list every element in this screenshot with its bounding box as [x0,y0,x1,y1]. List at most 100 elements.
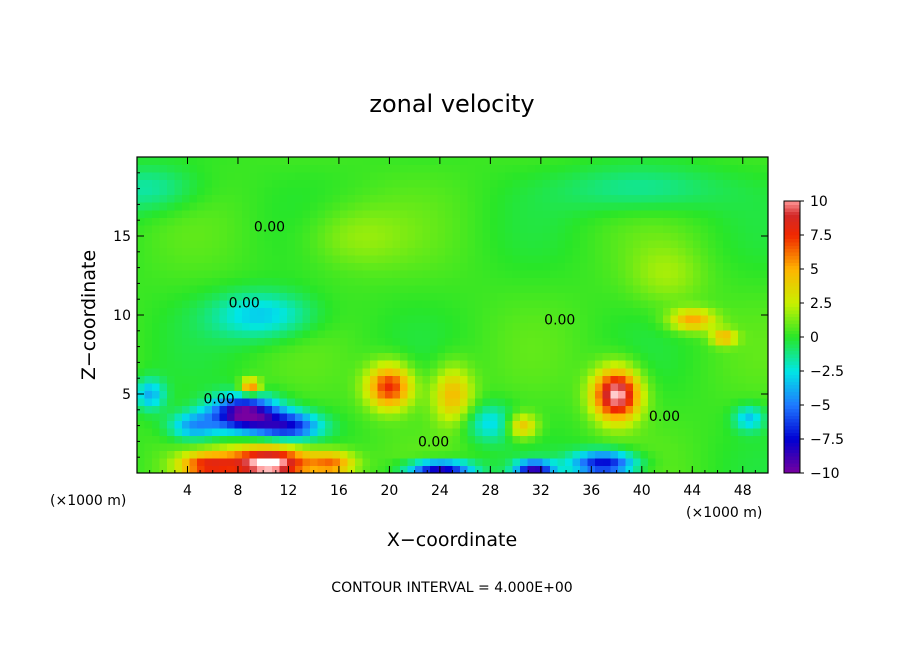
heatmap-cell [354,232,363,241]
heatmap-cell [505,277,514,286]
heatmap-cell [715,435,724,444]
heatmap-cell [655,292,664,301]
heatmap-cell [550,269,559,278]
heatmap-cell [294,397,303,406]
heatmap-cell [362,269,371,278]
heatmap-cell [197,299,206,309]
heatmap-cell [219,284,228,294]
heatmap-cell [580,412,589,421]
heatmap-cell [460,367,469,376]
heatmap-cell [580,360,589,369]
heatmap-cell [685,157,694,166]
heatmap-cell [737,420,747,429]
heatmap-cell [234,307,243,316]
colorbar-swatch [784,394,800,399]
heatmap-cell [565,315,574,324]
heatmap-cell [550,202,559,211]
colorbar: 107.552.50−2.5−5−7.5−10 [783,194,844,482]
heatmap-cell [302,247,311,256]
heatmap-cell [414,397,424,406]
heatmap-cell [392,360,401,369]
heatmap-cell [722,337,732,346]
heatmap-cell [287,457,296,467]
heatmap-cell [437,164,446,173]
heatmap-cell [700,292,709,301]
heatmap-cell [722,224,732,233]
heatmap-cell [347,360,356,369]
heatmap-cell [354,382,363,391]
heatmap-cell [287,299,296,309]
heatmap-cell [610,247,619,256]
heatmap-cell [272,284,281,294]
heatmap-cell [482,157,491,166]
heatmap-cell [399,382,409,391]
heatmap-cell [242,164,251,173]
heatmap-cell [760,187,769,196]
heatmap-cell [354,277,363,286]
heatmap-cell [677,435,686,444]
heatmap-cell [707,450,717,459]
heatmap-cell [302,442,311,452]
heatmap-cell [745,390,754,399]
heatmap-cell [392,299,401,309]
heatmap-cell [737,315,747,324]
heatmap-cell [219,232,228,241]
heatmap-cell [152,269,161,278]
heatmap-cell [535,375,544,384]
heatmap-cell [444,367,454,376]
heatmap-cell [670,172,679,181]
heatmap-cell [369,360,378,369]
heatmap-cell [264,375,273,384]
heatmap-cell [760,172,769,181]
heatmap-cell [197,435,206,444]
heatmap-cell [182,232,191,241]
heatmap-cell [144,277,153,286]
heatmap-cell [377,405,386,414]
heatmap-cell [189,172,198,181]
heatmap-cell [617,179,626,188]
heatmap-cell [557,299,566,309]
heatmap-cell [467,382,476,391]
heatmap-cell [444,292,454,301]
heatmap-cell [279,420,288,429]
heatmap-cell [692,322,701,331]
heatmap-cell [362,330,371,339]
heatmap-cell [572,262,581,271]
heatmap-cell [475,269,484,278]
heatmap-cell [332,337,341,346]
heatmap-cell [610,420,619,429]
heatmap-cell [692,224,701,233]
heatmap-cell [715,315,724,324]
heatmap-cell [557,187,566,196]
heatmap-cell [272,239,281,248]
heatmap-cell [399,292,409,301]
heatmap-cell [362,322,371,331]
heatmap-cell [377,262,386,271]
heatmap-cell [617,194,626,203]
heatmap-cell [399,330,409,339]
heatmap-cell [467,450,476,459]
heatmap-cell [565,239,574,248]
heatmap-cell [737,397,747,406]
heatmap-cell [595,262,604,271]
heatmap-cell [520,292,529,301]
heatmap-cell [640,315,649,324]
heatmap-cell [159,420,168,429]
heatmap-cell [610,442,619,452]
heatmap-cell [565,172,574,181]
heatmap-cell [490,322,499,331]
heatmap-cell [700,345,709,354]
heatmap-cell [272,465,281,474]
heatmap-cell [730,412,739,421]
heatmap-cell [212,247,221,256]
heatmap-cell [692,442,701,452]
heatmap-cell [264,382,273,391]
heatmap-cell [490,239,499,248]
heatmap-cell [182,382,191,391]
heatmap-cell [685,457,694,467]
heatmap-cell [715,164,724,173]
colorbar-swatch [784,255,800,260]
heatmap-cell [257,262,266,271]
heatmap-cell [429,262,439,271]
heatmap-cell [339,254,348,263]
